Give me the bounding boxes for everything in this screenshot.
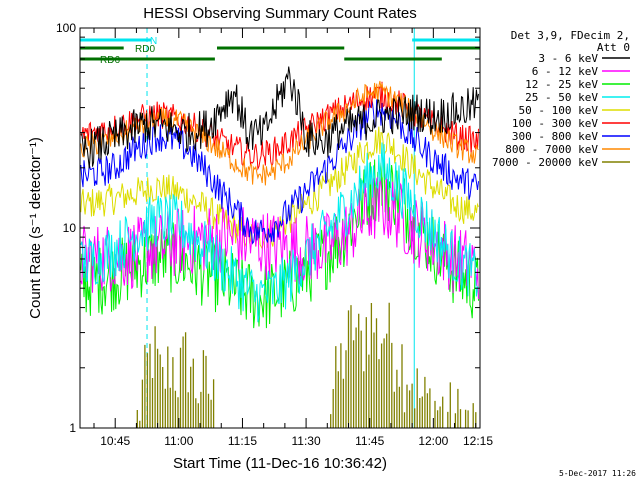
series-3-line (80, 142, 479, 323)
series-4-line (80, 126, 479, 250)
y-tick-label-1: 10 (63, 221, 77, 235)
series-6-line (80, 99, 479, 245)
legend-label-1: 6 - 12 keV (532, 65, 599, 78)
x-tick-label-6: 12:15 (463, 434, 493, 448)
legend-label-7: 800 - 7000 keV (505, 143, 598, 156)
x-tick-label-3: 11:30 (292, 434, 321, 448)
x-tick-label-4: 11:45 (355, 434, 384, 448)
legend-label-3: 25 - 50 keV (525, 91, 598, 104)
series-group (80, 66, 479, 428)
flag-rd6-label: RD6 (100, 55, 120, 66)
x-tick-label-5: 12:00 (418, 434, 448, 448)
x-tick-label-1: 11:00 (164, 434, 193, 448)
legend-header-line-2: Att 0 (597, 41, 630, 54)
chart-title: HESSI Observing Summary Count Rates (143, 5, 416, 22)
legend-label-5: 100 - 300 keV (512, 117, 598, 130)
y-tick-label-2: 100 (56, 21, 76, 35)
x-tick-label-0: 10:45 (100, 434, 130, 448)
legend-label-4: 50 - 100 keV (519, 104, 599, 117)
x-axis-label: Start Time (11-Dec-16 10:36:42) (173, 455, 387, 472)
flag-n-label: N (150, 36, 157, 47)
flag-rd0-label: RD0 (135, 44, 155, 55)
legend-label-8: 7000 - 20000 keV (492, 156, 598, 169)
y-tick-label-0: 1 (69, 421, 76, 435)
x-tick-label-2: 11:15 (228, 434, 257, 448)
axes: 1 10 100 10:45 11:00 11:15 11:30 11:45 12:00 12:1… (56, 21, 493, 448)
footer-date: 5-Dec-2017 11:26 (559, 469, 636, 478)
legend-header-line-1: Det 3,9, FDecim 2, (511, 29, 630, 42)
legend-label-6: 300 - 800 keV (512, 130, 598, 143)
y-axis-label: Count Rate (s⁻¹ detector⁻¹) (27, 137, 44, 319)
series-8-line (136, 302, 477, 428)
legend-label-0: 3 - 6 keV (538, 52, 598, 65)
series-0-line (80, 66, 479, 169)
series-1-line (80, 173, 479, 300)
legend-label-2: 12 - 25 keV (525, 78, 598, 91)
